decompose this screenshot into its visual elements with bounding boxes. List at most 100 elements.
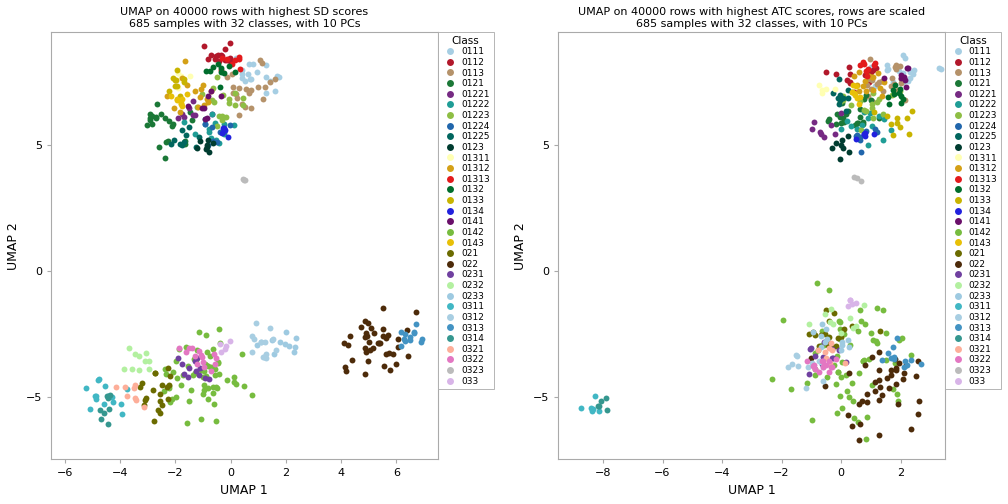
Point xyxy=(234,350,250,358)
Point xyxy=(168,67,184,75)
Point xyxy=(408,307,424,316)
Point xyxy=(195,358,211,366)
Point xyxy=(904,107,920,115)
Point xyxy=(236,176,252,184)
Point xyxy=(231,55,247,63)
Point xyxy=(138,349,154,357)
Point xyxy=(222,337,238,345)
Point xyxy=(235,175,251,183)
Point xyxy=(879,61,895,69)
Point xyxy=(859,413,875,421)
Point xyxy=(845,300,861,308)
Point xyxy=(161,381,177,389)
Point xyxy=(887,359,903,367)
Point xyxy=(213,83,229,91)
Point xyxy=(867,58,883,67)
Point xyxy=(804,328,821,336)
Point xyxy=(196,363,212,371)
Point xyxy=(886,90,902,98)
Point xyxy=(214,52,230,60)
Point xyxy=(190,144,206,152)
Point xyxy=(887,81,903,89)
Point xyxy=(200,141,216,149)
Point xyxy=(856,82,872,90)
Point xyxy=(591,407,607,415)
Point xyxy=(865,89,881,97)
Point xyxy=(798,379,814,387)
Point xyxy=(840,86,856,94)
Point xyxy=(193,137,209,145)
Point xyxy=(822,286,838,294)
Point xyxy=(217,126,233,134)
Point xyxy=(221,95,237,103)
Point xyxy=(817,306,834,314)
Point xyxy=(187,130,204,138)
Point xyxy=(897,96,913,104)
Point xyxy=(833,325,849,333)
Point xyxy=(219,376,235,384)
Point xyxy=(92,406,108,414)
Point xyxy=(869,98,885,106)
Point xyxy=(101,405,117,413)
Point xyxy=(96,400,112,408)
Point xyxy=(244,348,260,356)
Point xyxy=(199,348,215,356)
Point xyxy=(204,87,220,95)
Point xyxy=(202,351,218,359)
Point xyxy=(222,54,238,62)
Point xyxy=(871,348,887,356)
Point xyxy=(808,279,825,287)
Point xyxy=(235,101,251,109)
Point xyxy=(198,120,214,129)
Point xyxy=(397,330,413,338)
Point xyxy=(220,55,236,64)
Point xyxy=(883,366,899,374)
Point xyxy=(844,379,860,387)
Point xyxy=(362,346,378,354)
Point xyxy=(848,91,864,99)
Point xyxy=(844,322,860,330)
Point xyxy=(154,401,170,409)
Point xyxy=(598,394,614,402)
Point xyxy=(883,119,899,128)
Point xyxy=(227,373,243,382)
Point xyxy=(176,140,193,148)
Point xyxy=(818,68,835,76)
Point xyxy=(375,325,391,333)
Point xyxy=(258,354,274,362)
Point xyxy=(835,144,851,152)
Point xyxy=(848,82,864,90)
Point xyxy=(207,98,223,106)
Point xyxy=(867,125,883,133)
Point xyxy=(864,69,880,77)
Point xyxy=(183,115,200,123)
Point xyxy=(876,115,892,123)
Point xyxy=(203,367,219,375)
Point xyxy=(775,317,791,325)
Point xyxy=(240,70,256,78)
Point xyxy=(801,369,817,377)
Point xyxy=(868,337,884,345)
Point xyxy=(148,113,164,121)
Point xyxy=(859,91,875,99)
Point xyxy=(205,389,221,397)
Point xyxy=(149,406,165,414)
Point xyxy=(875,136,891,144)
Point xyxy=(815,341,832,349)
Point xyxy=(179,418,196,426)
Point xyxy=(831,334,847,342)
Point xyxy=(818,372,835,381)
Point xyxy=(906,66,922,74)
Title: UMAP on 40000 rows with highest SD scores
685 samples with 32 classes, with 10 P: UMAP on 40000 rows with highest SD score… xyxy=(120,7,368,29)
Point xyxy=(838,358,854,366)
Point xyxy=(140,357,156,365)
Point xyxy=(146,369,162,377)
Point xyxy=(205,123,221,131)
Point xyxy=(226,121,242,129)
Point xyxy=(180,104,197,112)
Point xyxy=(198,115,214,123)
Point xyxy=(806,364,823,372)
Point xyxy=(175,76,192,84)
Point xyxy=(812,343,829,351)
Point xyxy=(903,356,919,364)
